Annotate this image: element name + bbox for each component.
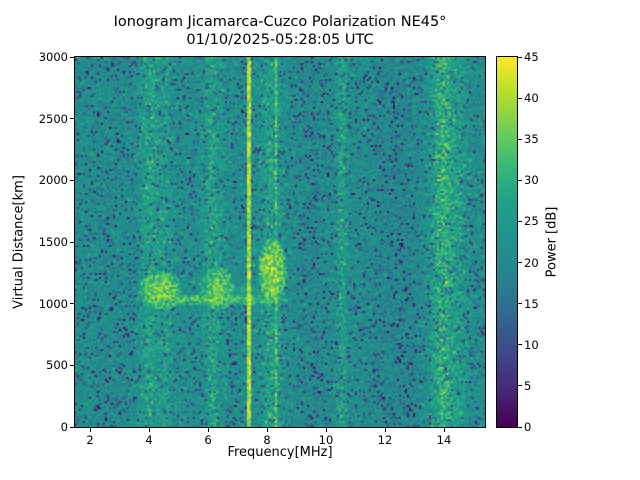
x-tick-label: 8 (263, 433, 271, 447)
colorbar-tick-mark (518, 56, 522, 58)
x-tick-mark (207, 428, 209, 432)
y-tick-label: 2000 (38, 173, 68, 188)
x-tick-mark (384, 428, 386, 432)
colorbar-tick-mark (518, 344, 522, 346)
x-axis-label: Frequency[MHz] (227, 445, 333, 460)
colorbar-tick-mark (518, 138, 522, 140)
chart-title: Ionogram Jicamarca-Cuzco Polarization NE… (113, 14, 447, 30)
ionogram-heatmap (75, 57, 485, 427)
x-tick-mark (443, 428, 445, 432)
y-tick-mark (70, 118, 74, 120)
x-tick-label: 10 (318, 433, 334, 447)
colorbar-tick-mark (518, 179, 522, 181)
colorbar-tick-label: 40 (524, 91, 539, 106)
y-tick-mark (70, 241, 74, 243)
x-tick-label: 12 (377, 433, 393, 447)
colorbar-tick-label: 35 (524, 132, 539, 147)
colorbar-tick-mark (518, 262, 522, 264)
colorbar-tick-label: 10 (524, 337, 539, 352)
colorbar-tick-label: 15 (524, 296, 539, 311)
x-tick-mark (266, 428, 268, 432)
y-tick-mark (70, 426, 74, 428)
colorbar (497, 57, 517, 427)
y-axis-label: Virtual Distance[km] (11, 175, 27, 309)
colorbar-tick-mark (518, 303, 522, 305)
colorbar-tick-label: 0 (524, 420, 532, 434)
colorbar-tick-mark (518, 220, 522, 222)
colorbar-label: Power [dB] (544, 206, 560, 278)
y-tick-mark (70, 303, 74, 305)
colorbar-tick-mark (518, 97, 522, 99)
colorbar-tick-label: 25 (524, 214, 539, 229)
y-tick-mark (70, 364, 74, 366)
x-tick-label: 6 (204, 433, 212, 447)
x-tick-mark (89, 428, 91, 432)
x-tick-label: 4 (145, 433, 153, 447)
colorbar-tick-label: 20 (524, 255, 539, 270)
colorbar-tick-mark (518, 385, 522, 387)
y-tick-label: 2500 (38, 111, 68, 126)
y-tick-label: 1500 (38, 235, 68, 249)
y-tick-mark (70, 179, 74, 181)
y-tick-mark (70, 56, 74, 58)
x-tick-label: 2 (86, 433, 94, 447)
x-tick-label: 14 (436, 433, 452, 447)
y-tick-label: 0 (60, 420, 68, 434)
y-tick-label: 500 (46, 358, 68, 373)
colorbar-tick-label: 45 (524, 50, 539, 64)
y-tick-label: 3000 (38, 50, 68, 64)
colorbar-tick-label: 30 (524, 173, 539, 188)
chart-subtitle: 01/10/2025-05:28:05 UTC (186, 32, 374, 48)
x-tick-mark (148, 428, 150, 432)
y-tick-label: 1000 (38, 296, 68, 311)
colorbar-tick-mark (518, 426, 522, 428)
colorbar-tick-label: 5 (524, 378, 532, 393)
x-tick-mark (325, 428, 327, 432)
